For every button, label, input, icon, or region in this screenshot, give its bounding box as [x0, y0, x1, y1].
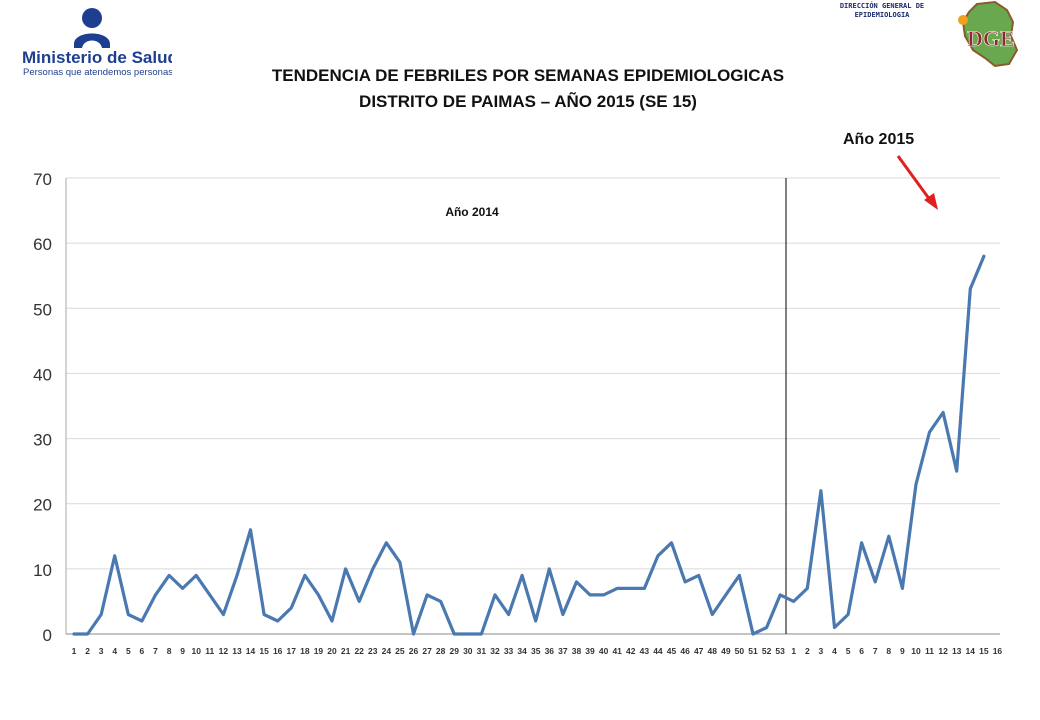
x-tick-label: 41 — [612, 646, 622, 656]
x-tick-label: 6 — [140, 646, 145, 656]
x-tick-label: 32 — [490, 646, 500, 656]
axis-layer: 0 10 20 30 40 50 60 70 — [33, 170, 1000, 645]
y-tick-label: 0 — [43, 626, 52, 645]
x-tick-label: 43 — [640, 646, 650, 656]
x-tick-label: 6 — [859, 646, 864, 656]
x-tick-label: 15 — [259, 646, 269, 656]
y-tick-label: 50 — [33, 300, 52, 319]
x-tick-label: 19 — [314, 646, 324, 656]
x-tick-label: 26 — [409, 646, 419, 656]
x-tick-label: 3 — [819, 646, 824, 656]
y-tick-label: 70 — [33, 170, 52, 189]
x-tick-label: 31 — [477, 646, 487, 656]
x-tick-label: 9 — [180, 646, 185, 656]
x-tick-label: 34 — [517, 646, 527, 656]
x-tick-label: 16 — [993, 646, 1003, 656]
x-tick-label: 9 — [900, 646, 905, 656]
x-tick-label: 15 — [979, 646, 989, 656]
y-tick-label: 60 — [33, 235, 52, 254]
x-tick-label: 3 — [99, 646, 104, 656]
dge-logo-text: DGE — [967, 26, 1015, 51]
x-tick-label: 20 — [327, 646, 337, 656]
x-tick-label: 10 — [191, 646, 201, 656]
x-tick-label: 14 — [246, 646, 256, 656]
x-tick-label: 17 — [287, 646, 297, 656]
ministry-name: Ministerio de Salud — [22, 48, 172, 67]
dge-label-line-2: EPIDEMIOLOGIA — [854, 11, 910, 19]
x-tick-label: 4 — [112, 646, 117, 656]
ministry-tagline: Personas que atendemos personas — [23, 67, 172, 78]
x-tick-label: 39 — [585, 646, 595, 656]
annotation-arrow — [896, 155, 938, 210]
dge-label-line-1: DIRECCIÓN GENERAL DE — [839, 2, 925, 10]
dge-header: DIRECCIÓN GENERAL DE EPIDEMIOLOGIA — [820, 2, 944, 20]
x-tick-label: 7 — [873, 646, 878, 656]
x-tick-label: 49 — [721, 646, 731, 656]
x-tick-label: 1 — [72, 646, 77, 656]
x-tick-label: 16 — [273, 646, 283, 656]
x-tick-label: 51 — [748, 646, 758, 656]
x-tick-label: 1 — [791, 646, 796, 656]
x-tick-label: 22 — [354, 646, 364, 656]
x-tick-label: 13 — [232, 646, 242, 656]
x-tick-label: 28 — [436, 646, 446, 656]
x-tick-label: 12 — [938, 646, 948, 656]
x-tick-label: 48 — [708, 646, 718, 656]
x-tick-label: 38 — [572, 646, 582, 656]
x-tick-label: 13 — [952, 646, 962, 656]
x-tick-label: 21 — [341, 646, 351, 656]
grid-layer — [66, 177, 1000, 635]
x-tick-label: 12 — [219, 646, 229, 656]
chart-subtitle: DISTRITO DE PAIMAS – AÑO 2015 (SE 15) — [359, 92, 697, 111]
x-tick-label: 8 — [886, 646, 891, 656]
x-tick-label: 46 — [680, 646, 690, 656]
series-layer — [72, 254, 986, 636]
x-tick-label: 14 — [966, 646, 976, 656]
x-tick-labels: 1 2 3 4 5 6 7 8 9 10 11 12 13 14 15 16 17 18 19 20 21 22 23 24 2… — [72, 646, 1003, 656]
dge-logo: DGE — [958, 0, 1019, 68]
x-tick-label: 42 — [626, 646, 636, 656]
ministerio-de-salud-logo: Ministerio de Salud Personas que atendem… — [22, 8, 172, 78]
x-tick-label: 11 — [205, 646, 214, 656]
x-tick-label: 27 — [422, 646, 432, 656]
x-tick-label: 30 — [463, 646, 473, 656]
x-tick-label: 36 — [545, 646, 555, 656]
x-tick-label: 25 — [395, 646, 405, 656]
annotation-year-2015: Año 2015 — [843, 131, 915, 148]
x-tick-label: 4 — [832, 646, 837, 656]
chart-title: TENDENCIA DE FEBRILES POR SEMANAS EPIDEM… — [271, 66, 785, 85]
x-tick-label: 8 — [167, 646, 172, 656]
x-tick-label: 18 — [300, 646, 310, 656]
x-tick-label: 45 — [667, 646, 677, 656]
x-tick-label: 29 — [450, 646, 460, 656]
x-tick-label: 33 — [504, 646, 514, 656]
logo-body — [74, 33, 110, 48]
x-tick-label: 5 — [846, 646, 851, 656]
y-tick-label: 20 — [33, 496, 52, 515]
x-tick-label: 52 — [762, 646, 772, 656]
x-tick-label: 47 — [694, 646, 704, 656]
y-tick-label: 30 — [33, 431, 52, 450]
x-tick-label: 44 — [653, 646, 663, 656]
x-tick-label: 7 — [153, 646, 158, 656]
x-tick-label: 23 — [368, 646, 378, 656]
x-tick-label: 24 — [382, 646, 392, 656]
x-tick-label: 40 — [599, 646, 609, 656]
y-tick-label: 40 — [33, 365, 52, 384]
x-tick-label: 5 — [126, 646, 131, 656]
x-tick-label: 53 — [775, 646, 785, 656]
y-tick-label: 10 — [33, 561, 52, 580]
x-tick-label: 10 — [911, 646, 921, 656]
x-tick-label: 37 — [558, 646, 568, 656]
x-tick-label: 11 — [925, 646, 934, 656]
annotation-year-2014: Año 2014 — [445, 205, 499, 219]
series-line — [72, 254, 986, 636]
logo-orange-dot — [958, 15, 968, 25]
x-tick-label: 50 — [735, 646, 745, 656]
x-tick-label: 2 — [805, 646, 810, 656]
x-tick-label: 2 — [85, 646, 90, 656]
logo-head — [82, 8, 102, 28]
x-tick-label: 35 — [531, 646, 541, 656]
